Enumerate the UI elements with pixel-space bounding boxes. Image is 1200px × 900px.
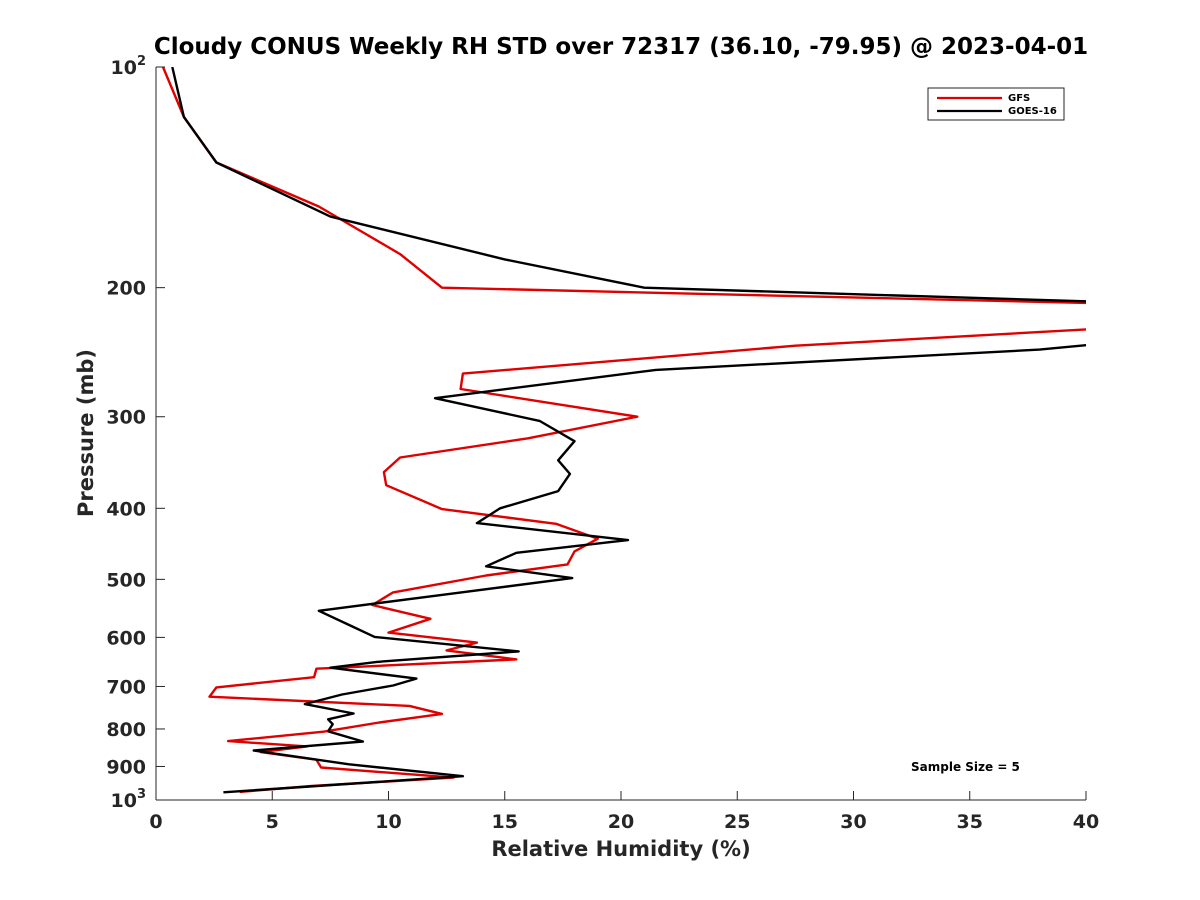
x-tick-label: 10	[375, 811, 401, 833]
y-tick-label: 200	[106, 278, 146, 300]
series-line-gfs	[161, 67, 1086, 794]
legend-box	[927, 87, 1065, 121]
plot-area	[161, 67, 1086, 794]
x-tick-label: 35	[957, 811, 983, 833]
y-tick-label: 600	[106, 627, 146, 649]
y-tick-label: 700	[106, 676, 146, 698]
x-tick-label: 5	[266, 811, 279, 833]
legend-label-goes16: GOES-16	[1008, 106, 1057, 117]
x-tick-label: 20	[608, 811, 634, 833]
y-tick-label: 102	[111, 54, 147, 79]
x-tick-label: 0	[149, 811, 162, 833]
y-tick-label: 500	[106, 569, 146, 591]
series-layer	[161, 67, 1086, 794]
x-axis-label: Relative Humidity (%)	[491, 837, 750, 861]
y-axis-label: Pressure (mb)	[74, 349, 98, 517]
legend: GFS GOES-16	[927, 87, 1065, 121]
x-ticks: 0 5 10 15 20 25 30 35 40	[149, 791, 1099, 833]
x-tick-label: 15	[492, 811, 518, 833]
y-tick-label: 103	[111, 787, 147, 812]
sample-size-annotation: Sample Size = 5	[911, 760, 1020, 774]
chart-title: Cloudy CONUS Weekly RH STD over 72317 (3…	[154, 34, 1088, 60]
x-tick-label: 30	[840, 811, 866, 833]
y-tick-label: 900	[106, 756, 146, 778]
legend-label-gfs: GFS	[1008, 93, 1030, 104]
y-tick-label: 300	[106, 407, 146, 429]
y-tick-label: 400	[106, 498, 146, 520]
series-line-goes16	[171, 67, 1086, 794]
y-ticks: 102 200 300 400 500 600 700 800 900 103	[106, 54, 165, 812]
x-tick-label: 40	[1073, 811, 1099, 833]
x-tick-label: 25	[724, 811, 750, 833]
y-tick-label: 800	[106, 719, 146, 741]
